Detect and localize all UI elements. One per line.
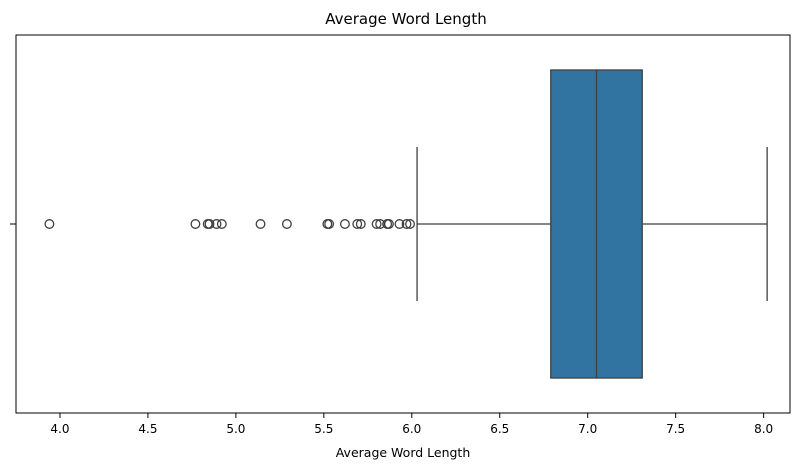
chart-title: Average Word Length — [325, 10, 486, 28]
x-tick-label: 7.5 — [666, 422, 685, 436]
x-tick-label: 4.0 — [50, 422, 69, 436]
x-tick-label: 5.0 — [226, 422, 245, 436]
x-tick-label: 6.0 — [402, 422, 421, 436]
x-tick-label: 8.0 — [754, 422, 773, 436]
plot-area — [44, 69, 768, 379]
outlier-point — [383, 219, 394, 229]
outlier-point — [255, 219, 266, 229]
outlier-point — [352, 219, 363, 229]
outlier-point — [44, 219, 55, 229]
outlier-point — [216, 219, 227, 229]
outlier-point — [405, 219, 415, 229]
outlier-point — [371, 219, 382, 229]
x-tick-label: 7.0 — [578, 422, 597, 436]
x-tick-label: 6.5 — [490, 422, 509, 436]
outlier-point — [394, 219, 405, 229]
x-tick-label: 4.5 — [138, 422, 157, 436]
outlier-point — [211, 219, 222, 229]
x-axis: 4.0 4.5 5.0 5.5 6.0 6.5 7.0 7.5 8.0 — [50, 413, 773, 436]
outlier-point — [204, 219, 215, 229]
x-tick-label: 5.5 — [314, 422, 333, 436]
outlier-point — [340, 219, 350, 229]
x-axis-label: Average Word Length — [336, 445, 471, 460]
outlier-point — [281, 219, 292, 229]
outlier-point — [190, 219, 201, 229]
outlier-point — [324, 219, 335, 229]
outlier-point — [355, 219, 366, 229]
outlier-point — [401, 219, 412, 229]
